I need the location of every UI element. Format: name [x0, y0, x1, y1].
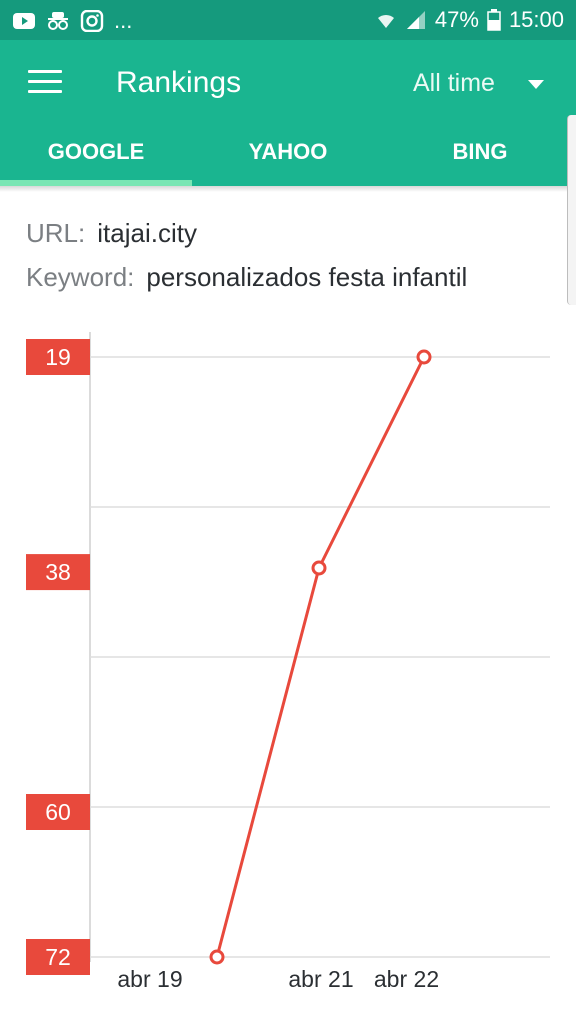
tab-google[interactable]: GOOGLE [0, 132, 192, 186]
signal-icon [406, 11, 425, 29]
spy-icon [48, 12, 68, 30]
x-tick-label: abr 21 [288, 966, 353, 992]
tab-indicator [0, 180, 192, 186]
y-tick-badge [26, 794, 90, 830]
menu-icon[interactable] [28, 70, 62, 96]
scroll-edge[interactable] [567, 115, 576, 305]
wifi-icon [377, 14, 394, 28]
keyword-label: Keyword: [26, 262, 135, 292]
keyword-value: personalizados festa infantil [146, 262, 468, 292]
tab-bing[interactable]: BING [384, 132, 576, 186]
status-bar: ... 47% 15:00 [0, 0, 576, 40]
battery-icon [487, 9, 501, 31]
y-tick-label: 72 [45, 944, 71, 970]
period-dropdown[interactable]: All time [413, 69, 495, 97]
app-bar: Rankings All time GOOGLE YAHOO BING [0, 40, 576, 186]
y-tick-badge [26, 939, 90, 975]
app-bar-shadow [0, 186, 576, 192]
y-tick-label: 38 [45, 559, 71, 585]
data-point [311, 560, 327, 576]
url-label: URL: [26, 218, 86, 248]
tab-bing-label: BING [452, 139, 508, 164]
ranking-chart: 19 38 60 72 abr 19 abr 21 abr 22 [26, 332, 550, 992]
data-point [209, 949, 225, 965]
y-tick-badge [26, 554, 90, 591]
page-title: Rankings [116, 66, 242, 99]
youtube-icon [13, 13, 35, 29]
tab-yahoo-label: YAHOO [248, 139, 328, 164]
y-tick-badge [26, 339, 90, 375]
y-tick-label: 60 [45, 799, 71, 825]
x-tick-label: abr 19 [117, 966, 182, 992]
instagram-icon [80, 10, 104, 32]
keyword-row: Keyword: personalizados festa infantil [26, 262, 467, 293]
search-engine-tabs: GOOGLE YAHOO BING [0, 132, 576, 186]
data-point [416, 349, 432, 365]
overflow-indicator: ... [114, 8, 133, 33]
tab-google-label: GOOGLE [47, 139, 145, 164]
x-tick-label: abr 22 [374, 966, 439, 992]
battery-percent: 47% [434, 7, 479, 32]
tab-yahoo[interactable]: YAHOO [192, 132, 384, 186]
url-value: itajai.city [97, 218, 197, 248]
url-row: URL: itajai.city [26, 218, 197, 249]
dropdown-caret-icon[interactable] [528, 80, 544, 89]
y-tick-label: 19 [45, 344, 71, 370]
clock: 15:00 [508, 7, 564, 32]
